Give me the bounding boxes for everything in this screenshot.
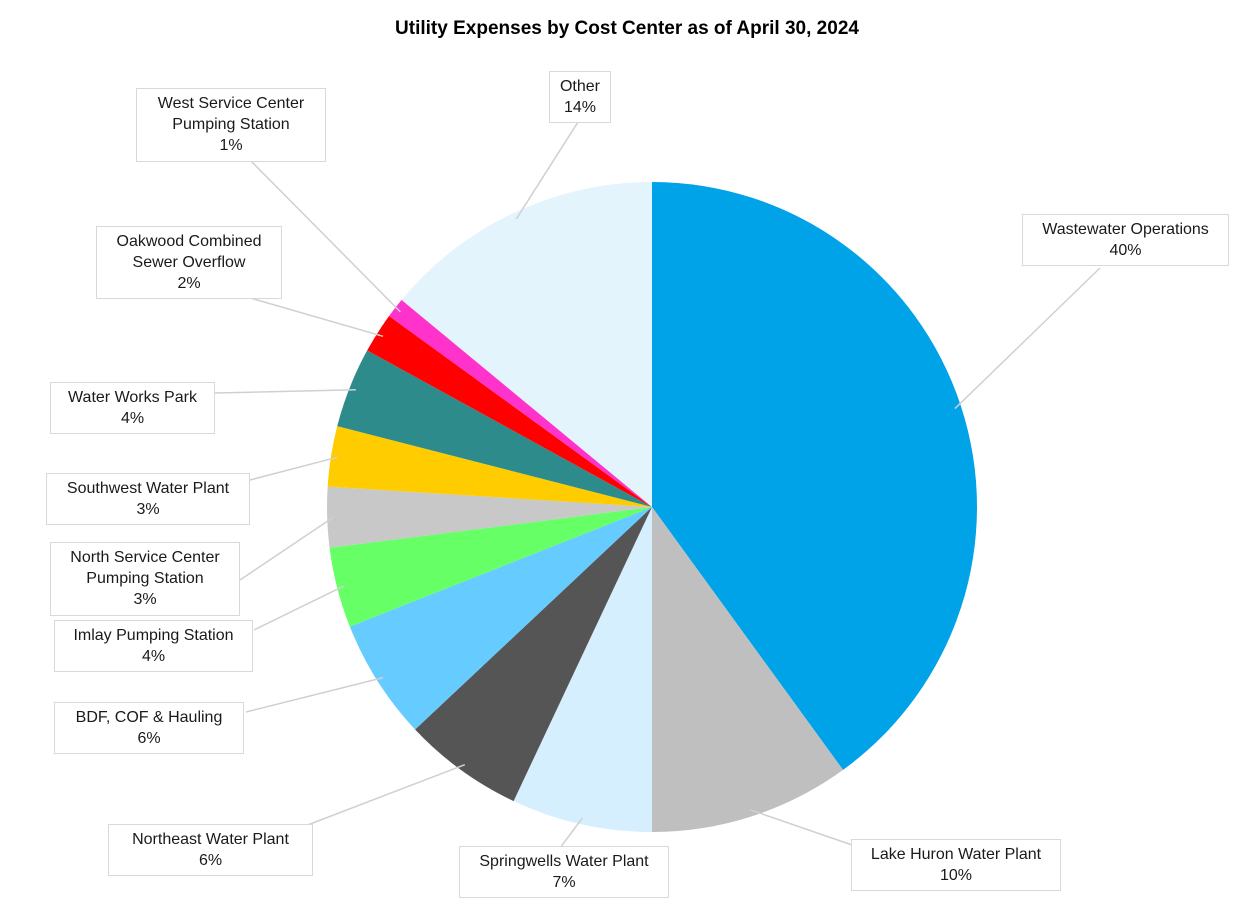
pie-slice [349,507,652,730]
pie-slice [652,507,844,832]
leader-line [515,121,579,220]
slice-label-name: Other [559,78,600,95]
slice-label: Imlay Pumping Station 4% [54,620,253,672]
slice-label-percent: 4% [141,648,166,665]
slice-label-name: Northeast Water Plant [132,831,289,848]
chart-title: Utility Expenses by Cost Center as of Ap… [395,18,859,39]
slice-label-name: BDF, COF & Hauling [75,709,223,726]
slice-label: Lake Huron Water Plant 10% [851,839,1061,891]
slice-label-name: Springwells Water Plant [479,853,649,870]
leader-line [239,516,335,581]
slice-label-percent: 10% [939,867,973,884]
slice-label-name: Wastewater Operations [1042,221,1209,238]
slice-label-name: North Service Center [70,549,220,566]
slice-label: North Service Center Pumping Station 3% [50,542,240,616]
slice-label-percent: 4% [120,410,145,427]
leader-line [304,763,466,827]
slice-label-name: West Service Center [157,95,305,112]
pie-slice [337,350,652,507]
slice-label-percent: 3% [136,501,160,518]
slice-label: Oakwood Combined Sewer Overflow 2% [96,226,282,299]
pie-slice [415,507,652,802]
leader-line [559,817,584,849]
pie-slice [389,299,652,507]
slice-label-name: Sewer Overflow [132,254,246,271]
pie-slice [367,315,652,507]
slice-label-name: Southwest Water Plant [66,480,230,497]
slice-label-name: Lake Huron Water Plant [870,846,1042,863]
slice-label: Springwells Water Plant 7% [459,846,669,898]
leader-line [249,159,401,313]
slice-label-name: Imlay Pumping Station [73,627,234,644]
slice-label-percent: 1% [219,137,243,154]
slice-label-percent: 40% [1109,242,1142,259]
slice-label-percent: 14% [563,99,597,116]
slice-label-name: Pumping Station [86,570,204,587]
leader-line [954,267,1101,410]
slice-label: Northeast Water Plant 6% [108,824,313,876]
pie-slice [513,507,652,832]
slice-label-percent: 3% [133,591,157,608]
slice-label-name: Oakwood Combined [116,233,262,250]
slice-label-percent: 2% [177,275,201,292]
leader-line [214,389,356,394]
slice-label: Water Works Park 4% [50,382,215,434]
slice-label: Southwest Water Plant 3% [46,473,250,525]
slice-label-percent: 7% [552,874,576,891]
leader-line [249,456,338,481]
pie-slice [652,182,978,770]
slice-label: Other 14% [549,71,611,123]
slice-label-name: Pumping Station [172,116,290,133]
pie-slice [327,486,652,548]
pie-slice [329,507,652,627]
leader-line [750,809,856,847]
pie-slice [327,426,652,507]
leader-line [245,676,384,713]
pie-slice [401,182,652,507]
slice-label: BDF, COF & Hauling 6% [54,702,244,754]
leader-line [239,294,384,338]
leader-line [253,585,344,631]
slice-label-percent: 6% [137,730,161,747]
slice-label-name: Water Works Park [68,389,197,406]
slice-label: Wastewater Operations 40% [1022,214,1229,266]
slice-label-percent: 6% [198,852,223,869]
slice-label: West Service Center Pumping Station 1% [136,88,326,162]
